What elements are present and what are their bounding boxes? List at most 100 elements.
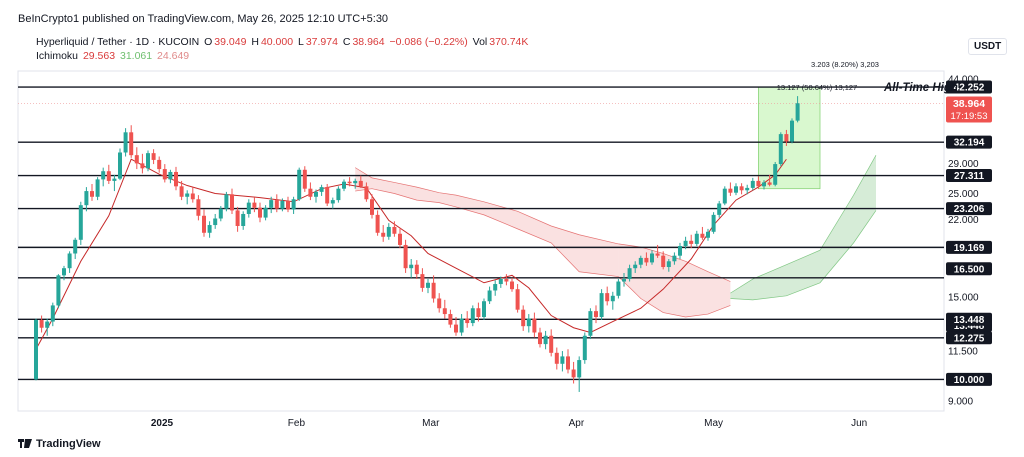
candle[interactable] xyxy=(689,234,694,249)
candle[interactable] xyxy=(67,251,72,273)
candle[interactable] xyxy=(577,356,582,392)
candle[interactable] xyxy=(560,351,565,372)
candle[interactable] xyxy=(218,206,223,222)
candle[interactable] xyxy=(246,199,251,218)
candle[interactable] xyxy=(750,177,755,191)
candle[interactable] xyxy=(347,177,352,187)
candle[interactable] xyxy=(717,200,722,218)
candle[interactable] xyxy=(437,293,442,313)
candle[interactable] xyxy=(235,206,240,232)
candle[interactable] xyxy=(123,128,128,157)
candle[interactable] xyxy=(454,317,458,336)
candle[interactable] xyxy=(655,244,660,258)
candle[interactable] xyxy=(778,132,783,167)
candle[interactable] xyxy=(627,264,632,282)
candle[interactable] xyxy=(129,125,134,158)
candle[interactable] xyxy=(790,118,794,144)
candle[interactable] xyxy=(678,242,682,260)
candle[interactable] xyxy=(230,188,234,214)
candle[interactable] xyxy=(476,302,481,322)
candle[interactable] xyxy=(151,149,156,165)
candle[interactable] xyxy=(202,209,206,237)
candle[interactable] xyxy=(549,329,554,357)
candle[interactable] xyxy=(739,183,744,195)
candle[interactable] xyxy=(442,299,447,319)
candle[interactable] xyxy=(140,153,145,174)
candle[interactable] xyxy=(543,330,548,350)
candle[interactable] xyxy=(459,314,464,336)
currency-button[interactable]: USDT xyxy=(968,38,1008,55)
candle[interactable] xyxy=(319,184,324,196)
candle[interactable] xyxy=(95,177,100,201)
candle[interactable] xyxy=(431,275,436,303)
candle[interactable] xyxy=(610,291,615,310)
candle[interactable] xyxy=(386,223,391,240)
candle[interactable] xyxy=(370,194,374,219)
candle[interactable] xyxy=(504,274,509,286)
candle[interactable] xyxy=(745,184,750,195)
candle[interactable] xyxy=(515,284,520,313)
candle[interactable] xyxy=(414,260,419,280)
candle[interactable] xyxy=(207,221,212,238)
candle[interactable] xyxy=(538,327,542,348)
candle[interactable] xyxy=(56,274,61,309)
candle[interactable] xyxy=(134,147,139,170)
candle[interactable] xyxy=(773,161,778,187)
candle[interactable] xyxy=(112,174,117,192)
candle[interactable] xyxy=(482,298,486,321)
candle[interactable] xyxy=(566,349,570,374)
candle[interactable] xyxy=(661,251,666,270)
candle[interactable] xyxy=(364,182,369,202)
candle[interactable] xyxy=(706,228,710,241)
candle[interactable] xyxy=(526,314,531,333)
candle[interactable] xyxy=(487,286,492,305)
candle[interactable] xyxy=(644,252,649,266)
candle[interactable] xyxy=(90,183,94,201)
candle[interactable] xyxy=(420,268,425,292)
candle[interactable] xyxy=(196,195,201,221)
candle[interactable] xyxy=(409,259,414,278)
candle[interactable] xyxy=(694,230,699,246)
candle[interactable] xyxy=(605,286,610,306)
candle[interactable] xyxy=(336,186,341,203)
candle[interactable] xyxy=(358,175,363,188)
candle[interactable] xyxy=(314,189,318,203)
candle[interactable] xyxy=(286,196,290,213)
candle[interactable] xyxy=(672,252,677,265)
candle[interactable] xyxy=(73,237,78,260)
candle[interactable] xyxy=(756,176,761,189)
candle[interactable] xyxy=(470,305,475,327)
indicator-name[interactable]: Ichimoku xyxy=(36,50,79,62)
candle[interactable] xyxy=(330,197,335,209)
candle[interactable] xyxy=(582,332,587,364)
candle[interactable] xyxy=(392,221,397,237)
candle[interactable] xyxy=(39,315,44,333)
candle[interactable] xyxy=(50,302,55,327)
candle[interactable] xyxy=(571,361,576,384)
candle[interactable] xyxy=(666,259,671,272)
candle[interactable] xyxy=(325,183,330,207)
candle[interactable] xyxy=(34,318,38,381)
candle[interactable] xyxy=(258,202,262,223)
candle[interactable] xyxy=(398,227,402,249)
measure-highlight-box[interactable] xyxy=(758,86,821,190)
candle[interactable] xyxy=(554,347,559,370)
candle[interactable] xyxy=(510,277,514,292)
candle[interactable] xyxy=(722,186,727,206)
candle[interactable] xyxy=(241,211,246,230)
candle[interactable] xyxy=(521,305,526,331)
candle[interactable] xyxy=(157,156,162,173)
candle[interactable] xyxy=(498,276,503,288)
candle[interactable] xyxy=(213,213,218,229)
candle[interactable] xyxy=(633,261,638,273)
candle[interactable] xyxy=(638,255,643,269)
candle[interactable] xyxy=(728,182,733,196)
candle[interactable] xyxy=(375,210,380,236)
candle[interactable] xyxy=(179,180,184,201)
candle[interactable] xyxy=(381,225,386,242)
candle[interactable] xyxy=(448,309,453,328)
candle[interactable] xyxy=(274,194,279,213)
candle[interactable] xyxy=(106,164,111,184)
candle[interactable] xyxy=(252,197,257,213)
candle[interactable] xyxy=(308,182,313,201)
